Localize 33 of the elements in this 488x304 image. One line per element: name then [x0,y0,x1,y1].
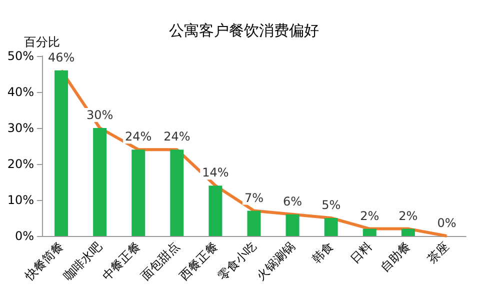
bar [286,214,300,236]
x-tick-label: 韩食 [309,239,336,266]
bar [247,210,261,236]
bar [362,228,376,236]
x-tick-label: 茶座 [424,239,452,266]
y-tick-label: 20% [7,157,34,171]
y-axis-title: 百分比 [24,35,60,49]
bar [170,150,184,236]
bar [54,70,68,236]
y-tick-label: 10% [7,193,34,207]
bar [401,228,415,236]
data-label: 46% [48,50,75,64]
y-tick-label: 50% [7,49,34,63]
bar [132,150,146,236]
bar [208,186,222,236]
x-tick-label: 日料 [348,239,375,266]
bar [324,218,338,236]
y-tick-label: 0% [14,229,34,243]
data-label: 24% [164,130,190,144]
data-label: 5% [322,198,341,212]
x-tick-label: 自助餐 [378,239,414,274]
data-label: 6% [283,194,302,208]
data-label: 2% [398,208,418,223]
chart-title: 公寓客户餐饮消费偏好 [169,22,319,40]
data-label: 14% [202,166,229,180]
data-label: 0% [437,216,456,230]
bar [93,128,107,236]
data-label: 2% [360,208,380,223]
data-label: 30% [86,108,114,122]
y-tick-label: 30% [7,121,34,135]
y-tick-label: 40% [7,85,34,99]
data-label: 24% [125,130,152,144]
data-label: 7% [244,190,264,205]
